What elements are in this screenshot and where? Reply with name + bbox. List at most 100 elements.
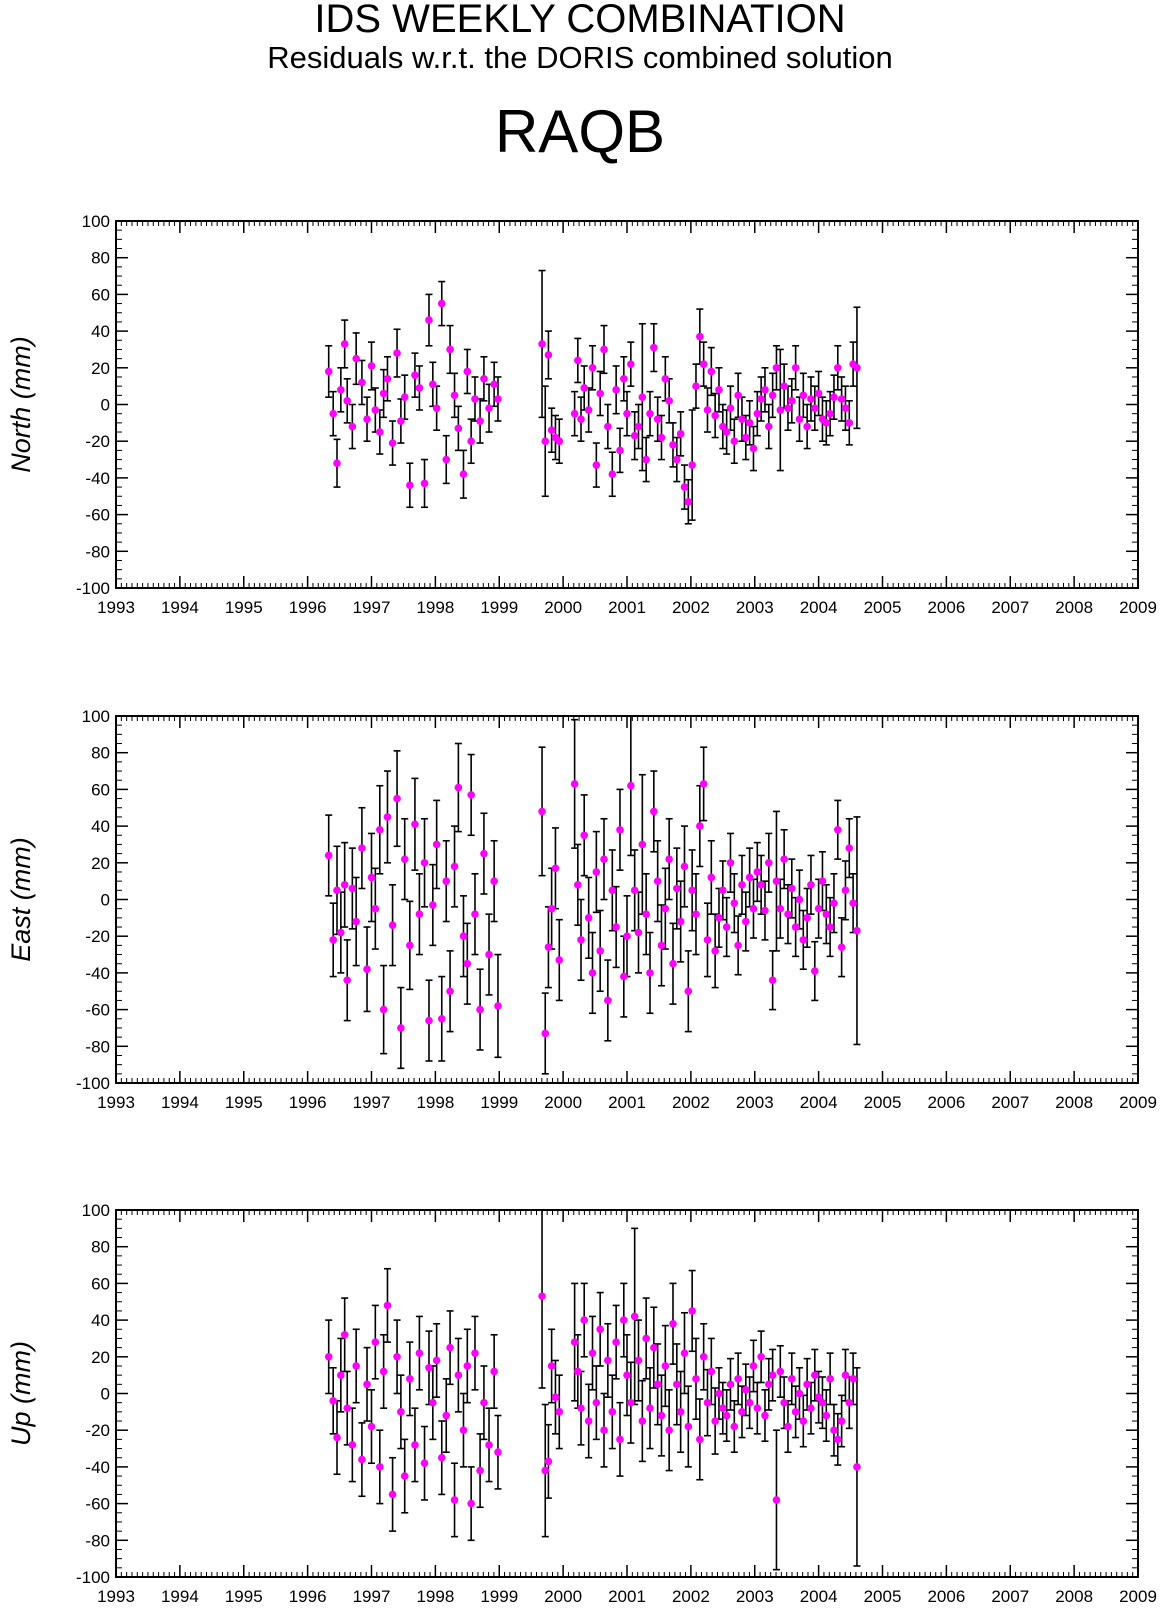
data-point (757, 1353, 765, 1361)
data-point (337, 928, 345, 937)
data-point (620, 1316, 628, 1324)
data-point (612, 923, 620, 931)
data-point (745, 419, 754, 427)
data-point (329, 409, 337, 418)
data-point (784, 404, 792, 412)
data-point (541, 1466, 550, 1475)
data-point (406, 481, 414, 490)
chart-title: IDS WEEKLY COMBINATION (314, 0, 846, 41)
data-point (442, 455, 451, 464)
data-point (630, 886, 639, 895)
data-point (570, 1338, 579, 1346)
data-point (849, 1375, 857, 1383)
data-point (630, 431, 639, 440)
data-point (711, 411, 719, 420)
data-point (541, 437, 550, 446)
data-point (657, 941, 666, 950)
x-tick-label: 1995 (225, 598, 263, 617)
x-tick-label: 2003 (736, 598, 774, 617)
data-point (673, 455, 681, 464)
x-tick-label: 2001 (608, 1587, 646, 1606)
data-point (490, 1367, 498, 1376)
data-point (588, 969, 597, 977)
y-axis-label: North (mm) (6, 336, 36, 473)
y-tick-label: -100 (76, 579, 110, 598)
y-tick-label: -40 (85, 964, 110, 983)
data-point (333, 886, 341, 895)
chart-panel: 1993 1994 1995 1996 1997 1998 1999 2000 2001 2002… (6, 707, 1157, 1112)
x-tick-label: 1995 (225, 1093, 263, 1112)
data-point (588, 1349, 597, 1357)
chart-panel: 1993 1994 1995 1996 1997 1998 1999 2000 2001 2002… (6, 1201, 1157, 1606)
x-tick-label: 2009 (1119, 598, 1157, 617)
data-point (604, 1356, 612, 1365)
data-point (551, 1393, 560, 1401)
data-point (348, 884, 357, 893)
y-tick-label: 40 (91, 817, 110, 836)
data-point (810, 967, 819, 975)
x-tick-label: 2002 (672, 1587, 710, 1606)
data-point (841, 404, 850, 412)
y-tick-label: 80 (91, 1238, 110, 1257)
data-point (400, 1472, 409, 1480)
data-point (822, 1411, 831, 1420)
data-point (669, 959, 677, 968)
data-point (425, 1364, 433, 1372)
data-point (420, 479, 429, 488)
y-tick-label: 20 (91, 854, 110, 873)
data-point (388, 1490, 397, 1499)
data-point (688, 886, 696, 895)
data-point (333, 1433, 341, 1442)
data-point (471, 395, 479, 403)
data-point (810, 1371, 819, 1379)
data-point (551, 864, 560, 873)
data-point (538, 340, 546, 348)
data-point (634, 1356, 643, 1365)
data-point (592, 461, 601, 469)
data-point (784, 1422, 792, 1431)
x-tick-label: 1997 (353, 1093, 391, 1112)
x-tick-label: 1996 (289, 1587, 327, 1606)
data-point (406, 941, 414, 950)
data-point (776, 1367, 785, 1376)
data-point (742, 917, 750, 926)
data-point (711, 947, 719, 955)
data-point (454, 424, 463, 433)
data-point (692, 1375, 700, 1383)
data-point (699, 360, 708, 368)
data-point (642, 1334, 650, 1343)
data-point (459, 1426, 468, 1434)
data-point (833, 825, 842, 834)
data-point (761, 1411, 769, 1420)
data-point (480, 849, 488, 858)
y-tick-label: 20 (91, 359, 110, 378)
data-point (547, 1362, 556, 1370)
x-tick-label: 1997 (353, 1587, 391, 1606)
data-point (634, 422, 643, 431)
data-point (684, 1422, 693, 1431)
data-point (432, 840, 441, 849)
data-point (371, 406, 380, 414)
data-point (570, 780, 579, 788)
data-point (400, 855, 409, 863)
x-tick-label: 1994 (161, 1587, 199, 1606)
y-tick-label: -20 (85, 927, 110, 946)
data-point (538, 1292, 546, 1301)
data-point (638, 393, 647, 401)
data-point (324, 851, 333, 860)
data-point (608, 470, 617, 479)
data-point (600, 1426, 608, 1434)
data-point (738, 881, 746, 889)
data-point (784, 910, 792, 918)
y-tick-label: -80 (85, 1037, 110, 1056)
data-point (646, 1404, 654, 1412)
x-tick-label: 2003 (736, 1093, 774, 1112)
data-point (657, 433, 666, 442)
data-point (415, 384, 424, 392)
x-tick-label: 2003 (736, 1587, 774, 1606)
data-point (822, 419, 831, 427)
data-point (485, 1441, 493, 1449)
data-point (791, 1408, 800, 1416)
data-point (841, 1371, 850, 1379)
data-point (555, 1408, 564, 1416)
